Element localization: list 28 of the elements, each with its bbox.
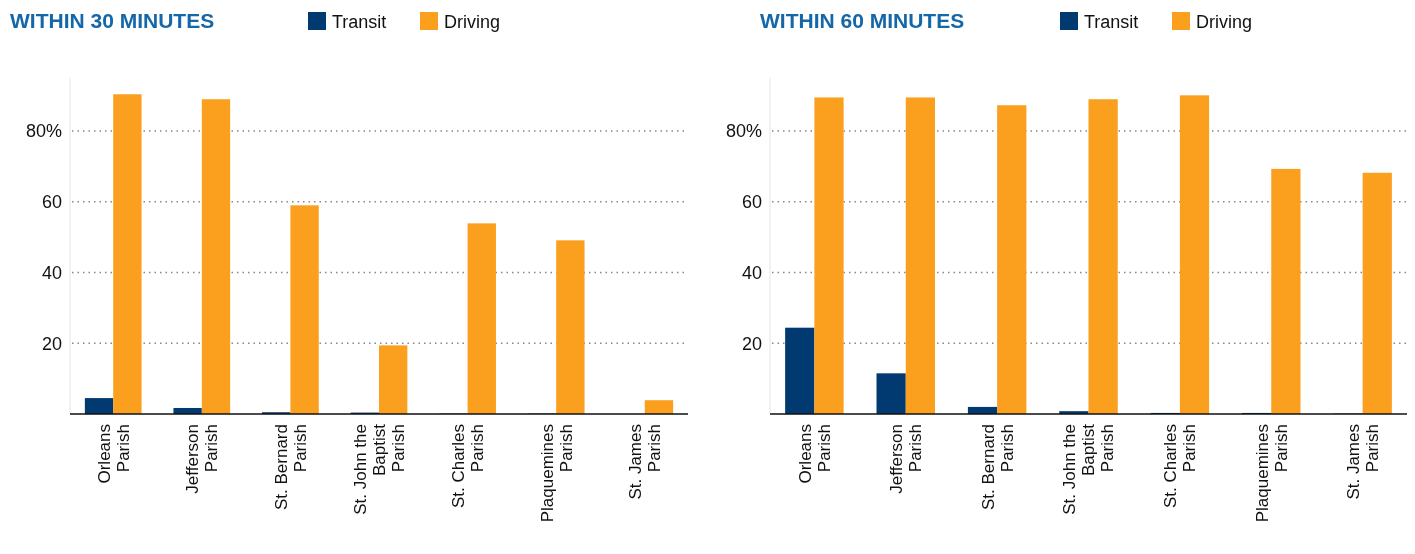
- y-tick-label: 20: [41, 333, 62, 354]
- y-tick-label: 60: [741, 192, 762, 213]
- x-tick-label: St. Charles Parish: [1161, 424, 1200, 509]
- legend-label: Driving: [444, 12, 501, 32]
- x-tick-label: Orleans Parish: [94, 424, 133, 484]
- x-tick-label: St. John the Baptist Parish: [1060, 423, 1118, 515]
- x-tick-label: St. Charles Parish: [449, 424, 488, 509]
- chart-title: WITHIN 30 MINUTES: [10, 9, 215, 32]
- legend-label: Transit: [1084, 12, 1139, 32]
- x-tick-label: Jefferson Parish: [183, 424, 222, 494]
- y-tick-label: 60: [41, 192, 62, 213]
- x-tick-label: Plaquemines Parish: [1252, 424, 1291, 523]
- y-tick-label: 80%: [25, 121, 62, 142]
- x-tick-label: Plaquemines Parish: [537, 424, 576, 523]
- x-tick-label: St. James Parish: [626, 424, 665, 500]
- y-tick-label: 40: [741, 262, 762, 283]
- chart-title: WITHIN 60 MINUTES: [760, 9, 965, 32]
- legend-label: Driving: [1196, 12, 1253, 32]
- y-tick-label: 40: [41, 262, 62, 283]
- legend-label: Transit: [332, 12, 387, 32]
- x-tick-label: St. Bernard Parish: [978, 424, 1017, 510]
- x-tick-label: St. Bernard Parish: [271, 424, 310, 510]
- x-tick-label: Orleans Parish: [795, 424, 834, 484]
- y-tick-label: 20: [741, 333, 762, 354]
- x-tick-label: St. John the Baptist Parish: [350, 423, 408, 515]
- x-tick-label: Jefferson Parish: [887, 424, 926, 494]
- y-tick-label: 80%: [725, 121, 762, 142]
- x-tick-label: St. James Parish: [1344, 424, 1383, 500]
